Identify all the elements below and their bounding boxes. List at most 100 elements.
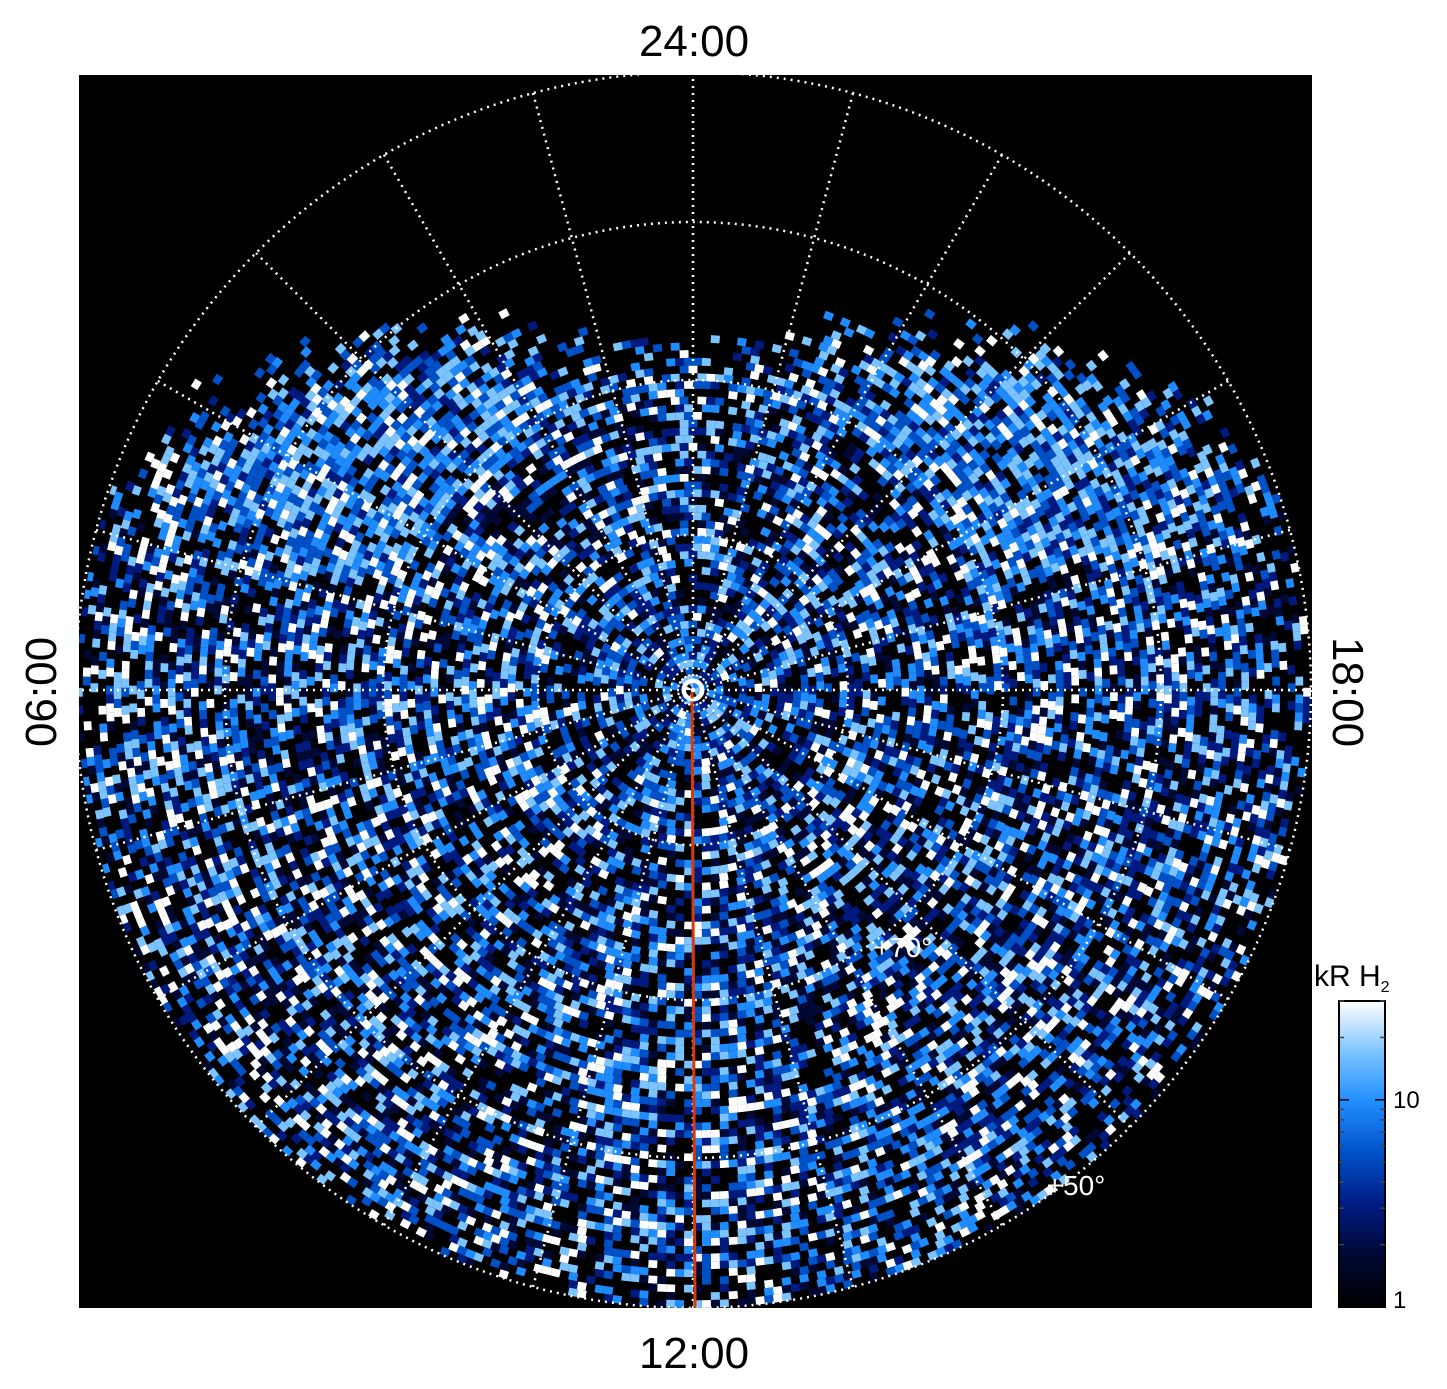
emission-cell	[923, 660, 932, 671]
emission-cell	[688, 427, 698, 436]
emission-cell	[611, 767, 624, 779]
emission-cell	[667, 638, 678, 650]
emission-cell	[369, 714, 378, 724]
emission-cell	[719, 934, 729, 944]
emission-cell	[492, 681, 501, 690]
emission-cell	[776, 674, 786, 684]
emission-cell	[891, 658, 901, 669]
emission-cell	[818, 773, 830, 785]
emission-cell	[500, 696, 509, 706]
emission-cell	[804, 577, 817, 590]
emission-cell	[913, 720, 923, 731]
emission-cell	[565, 608, 578, 621]
emission-cell	[399, 692, 408, 702]
emission-cell	[701, 804, 711, 814]
emission-cell	[675, 828, 685, 837]
emission-cell	[634, 765, 646, 777]
emission-cell	[573, 650, 584, 661]
emission-cell	[657, 561, 668, 571]
emission-cell	[666, 928, 676, 937]
emission-cell	[639, 971, 650, 981]
emission-cell	[697, 473, 707, 482]
emission-cell	[916, 676, 925, 686]
emission-cell	[735, 827, 746, 838]
emission-cell	[780, 792, 792, 805]
emission-cell	[907, 663, 917, 673]
emission-cell	[701, 859, 711, 868]
emission-cell	[821, 736, 832, 748]
emission-cell	[615, 808, 628, 820]
emission-cell	[666, 826, 676, 836]
emission-cell	[602, 708, 613, 719]
emission-cell	[679, 496, 689, 506]
emission-cell	[954, 700, 964, 711]
emission-cell	[778, 650, 789, 662]
emission-cell	[961, 658, 971, 669]
emission-cell	[710, 490, 720, 499]
emission-cell	[852, 661, 862, 671]
emission-cell	[684, 751, 693, 760]
emission-cell	[710, 834, 720, 844]
emission-cell	[631, 687, 640, 697]
emission-cell	[845, 665, 855, 675]
emission-cell	[639, 978, 650, 988]
emission-cell	[414, 694, 423, 704]
emission-cell	[679, 442, 689, 451]
emission-cell	[719, 413, 729, 422]
emission-cell	[384, 672, 393, 682]
emission-cell	[402, 638, 412, 649]
emission-cell	[768, 576, 781, 588]
emission-cell	[743, 553, 755, 564]
emission-cell	[710, 826, 720, 836]
emission-cell	[963, 694, 972, 704]
emission-cell	[640, 794, 652, 806]
emission-cell	[417, 729, 427, 740]
emission-cell	[762, 685, 771, 695]
emission-cell	[798, 773, 811, 786]
emission-cell	[675, 936, 685, 945]
emission-cell	[732, 752, 744, 764]
emission-cell	[657, 459, 667, 469]
emission-cell	[785, 722, 796, 734]
emission-cell	[768, 696, 778, 706]
emission-cell	[728, 672, 739, 683]
emission-cell	[916, 667, 925, 677]
emission-cell	[556, 773, 568, 785]
emission-cell	[945, 714, 955, 724]
emission-cell	[931, 665, 940, 675]
emission-cell	[533, 746, 545, 758]
emission-cell	[675, 952, 685, 961]
emission-cell	[545, 614, 557, 626]
emission-cell	[709, 567, 720, 577]
emission-cell	[581, 587, 594, 600]
emission-cell	[710, 842, 720, 852]
emission-cell	[675, 781, 685, 790]
emission-cell	[684, 743, 693, 752]
emission-cell	[538, 672, 548, 682]
emission-cell	[540, 715, 551, 726]
emission-cell	[636, 630, 649, 643]
emission-cell	[701, 967, 711, 976]
emission-cell	[701, 905, 711, 914]
emission-cell	[844, 656, 854, 667]
emission-cell	[688, 651, 698, 660]
emission-cell	[657, 872, 668, 882]
emission-cell	[569, 777, 581, 790]
emission-cell	[438, 703, 447, 713]
emission-cell	[877, 696, 886, 706]
emission-cell	[993, 672, 1002, 682]
emission-cell	[596, 554, 608, 566]
emission-cell	[569, 731, 580, 743]
emission-cell	[701, 952, 711, 961]
emission-cell	[391, 676, 400, 686]
emission-cell	[962, 667, 971, 677]
emission-cell	[675, 975, 685, 984]
emission-cell	[631, 816, 643, 827]
emission-cell	[384, 663, 393, 673]
emission-cell	[675, 757, 685, 767]
emission-cell	[714, 451, 725, 461]
emission-cell	[701, 765, 711, 775]
emission-cell	[587, 571, 599, 584]
emission-cell	[714, 474, 725, 484]
emission-cell	[721, 602, 733, 613]
